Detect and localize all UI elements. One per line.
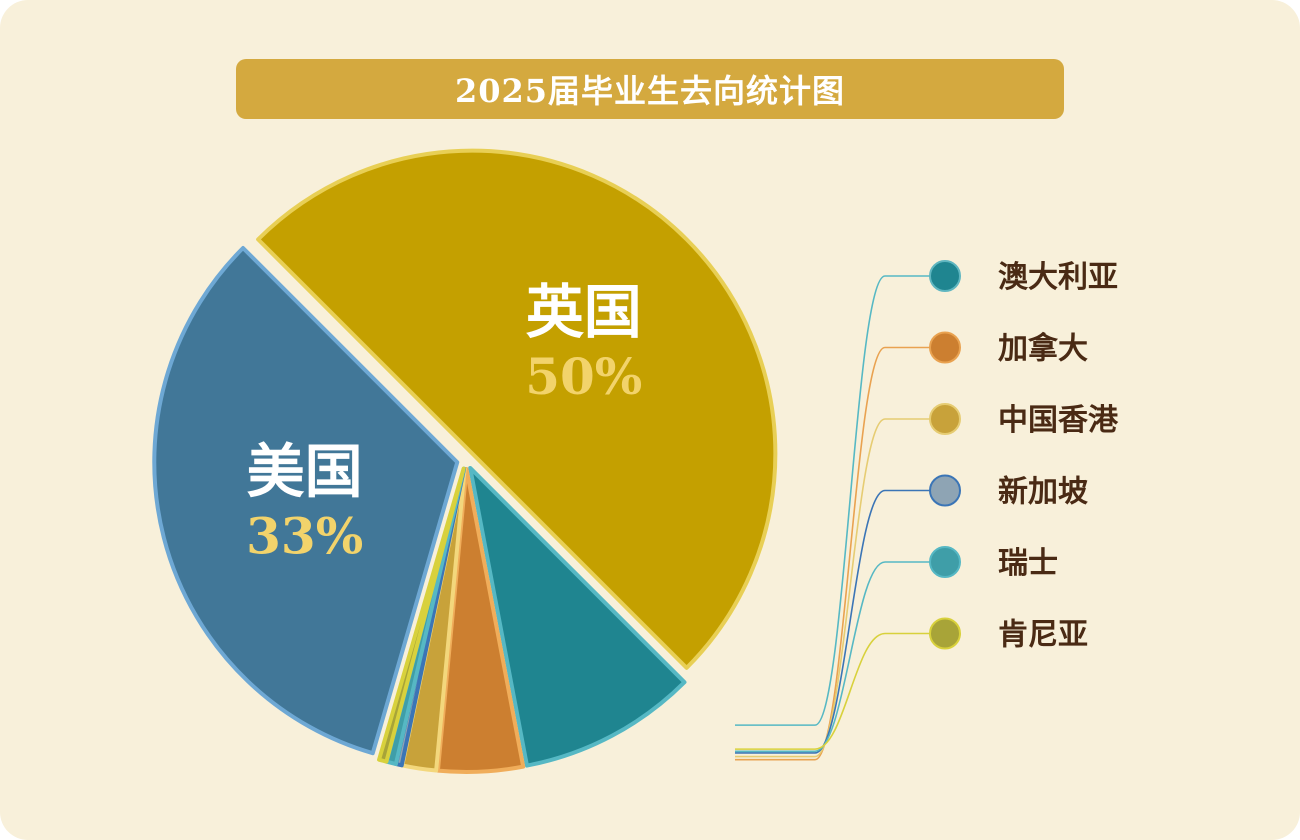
legend-swatch xyxy=(929,474,961,507)
pie-slice xyxy=(468,465,687,768)
legend-label: 瑞士 xyxy=(998,546,1058,581)
leader-line xyxy=(735,632,930,750)
slice-value-label: 50% xyxy=(525,347,642,406)
pie-slice xyxy=(152,245,460,756)
pie-slices xyxy=(152,149,777,774)
leader-line xyxy=(735,561,930,753)
legend-label: 加拿大 xyxy=(998,332,1088,367)
legend-label: 新加坡 xyxy=(998,475,1088,510)
legend-swatch xyxy=(929,546,961,578)
slice-value-label: 33% xyxy=(246,506,363,565)
pie-slice xyxy=(377,466,466,764)
legend-label: 中国香港 xyxy=(998,403,1119,438)
legend-label: 肯尼亚 xyxy=(998,618,1088,653)
leader-line xyxy=(735,275,930,726)
slice-label: 英国 xyxy=(526,278,642,346)
slice-label: 美国 xyxy=(247,437,363,505)
chart-title: 2025届毕业生去向统计图 xyxy=(236,59,1064,119)
legend-leader-lines xyxy=(735,275,930,761)
pie-slice xyxy=(256,149,777,670)
legend-swatch xyxy=(929,403,961,435)
legend-swatch xyxy=(929,260,961,292)
legend-swatch xyxy=(929,617,961,650)
legend-label: 澳大利亚 xyxy=(998,260,1118,295)
legend-swatch xyxy=(929,331,961,364)
leader-line xyxy=(735,418,930,758)
